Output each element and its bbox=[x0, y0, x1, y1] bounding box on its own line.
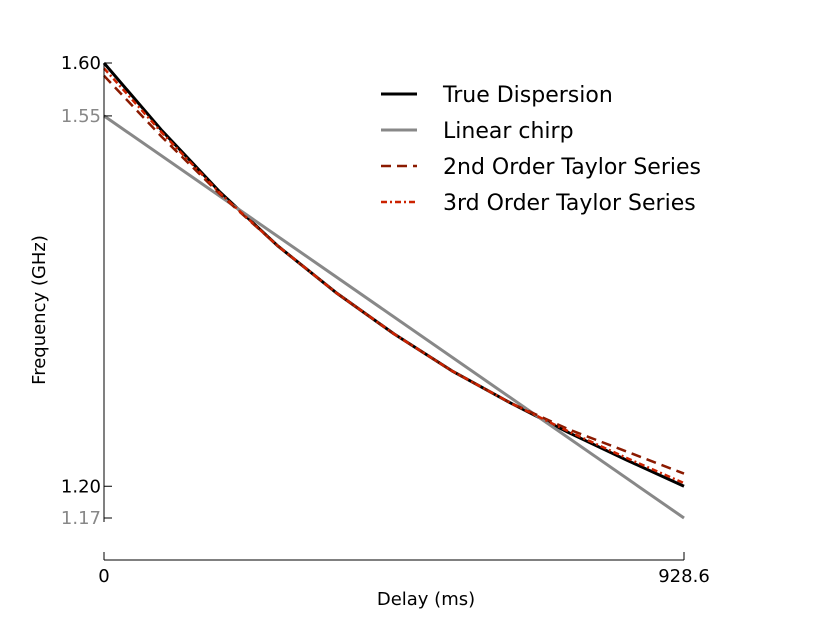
x-axis-ticks: 0 928.6 bbox=[98, 552, 710, 587]
x-tick-label: 928.6 bbox=[658, 566, 710, 587]
legend-label-2nd-order-taylor-series: 2nd Order Taylor Series bbox=[443, 155, 701, 180]
legend-label-3rd-order-taylor-series: 3rd Order Taylor Series bbox=[443, 191, 696, 216]
y-axis-title: Frequency (GHz) bbox=[29, 235, 50, 385]
y-tick-label: 1.17 bbox=[61, 508, 101, 529]
series-line-3rd-order-taylor-series bbox=[103, 67, 685, 485]
series-line-true-dispersion bbox=[102, 62, 685, 488]
legend-label-linear-chirp: Linear chirp bbox=[443, 119, 574, 144]
series-line-2nd-order-taylor-series bbox=[103, 74, 685, 475]
x-axis-title: Delay (ms) bbox=[377, 589, 475, 610]
legend-label-true-dispersion: True Dispersion bbox=[442, 83, 613, 108]
legend: True Dispersion Linear chirp 2nd Order Tay… bbox=[381, 83, 701, 216]
y-tick-label: 1.55 bbox=[61, 106, 101, 127]
series-line-linear-chirp bbox=[103, 114, 685, 520]
y-tick-label: 1.20 bbox=[61, 476, 101, 497]
y-axis-ticks: 1.60 1.55 1.20 1.17 bbox=[61, 53, 112, 529]
series-layer bbox=[102, 62, 685, 520]
y-tick-label: 1.60 bbox=[61, 53, 101, 74]
plot-area: 1.60 1.55 1.20 1.17 0 928.6 bbox=[61, 53, 710, 587]
x-tick-label: 0 bbox=[98, 566, 109, 587]
